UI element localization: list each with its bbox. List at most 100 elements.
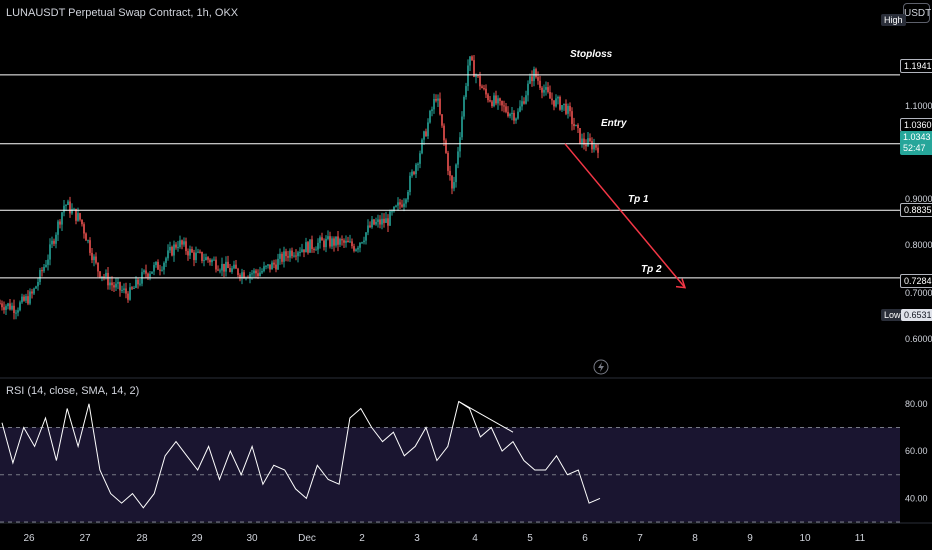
candle-body xyxy=(183,241,185,245)
candle-body xyxy=(257,273,259,277)
candle-body xyxy=(207,257,209,260)
candle-body xyxy=(433,98,435,110)
candle-body xyxy=(169,246,171,251)
candle-body xyxy=(469,56,471,66)
candle-body xyxy=(235,264,237,269)
price-tick: 0.6000 xyxy=(905,334,932,344)
candle-body xyxy=(213,259,215,261)
candle-body xyxy=(157,261,159,270)
candle-body xyxy=(287,256,289,258)
candle-body xyxy=(471,56,473,61)
candle-body xyxy=(25,296,27,301)
candle-body xyxy=(243,272,245,279)
candle-body xyxy=(123,288,125,290)
candle-body xyxy=(493,95,495,107)
candle-body xyxy=(497,98,499,104)
candle-body xyxy=(567,105,569,114)
candle-body xyxy=(311,239,313,249)
candle-body xyxy=(587,138,589,147)
candle-body xyxy=(441,114,443,126)
time-axis-label: 9 xyxy=(747,533,753,544)
candle-body xyxy=(559,96,561,110)
candle-body xyxy=(579,128,581,144)
candle-body xyxy=(383,218,385,223)
candle-body xyxy=(459,137,461,152)
candle-body xyxy=(345,240,347,243)
candle-body xyxy=(479,75,481,87)
candle-body xyxy=(543,89,545,93)
candle-body xyxy=(329,236,331,247)
candle-body xyxy=(575,124,577,127)
candle-body xyxy=(453,182,455,189)
tp1-price-label: 0.8835 xyxy=(900,203,932,217)
candle-body xyxy=(63,205,65,213)
candle-body xyxy=(85,233,87,241)
candle-body xyxy=(7,303,9,307)
currency-button[interactable]: USDT xyxy=(903,3,931,23)
candle-body xyxy=(217,269,219,271)
candle-body xyxy=(489,100,491,102)
candle-body xyxy=(349,241,351,243)
candle-body xyxy=(95,256,97,263)
candle-body xyxy=(511,112,513,114)
candle-body xyxy=(237,268,239,275)
candle-body xyxy=(589,138,591,142)
lightning-icon xyxy=(593,359,609,375)
time-axis-label: 4 xyxy=(472,533,478,544)
candle-body xyxy=(503,105,505,107)
candle-body xyxy=(585,144,587,147)
candle-body xyxy=(467,65,469,87)
candle-body xyxy=(227,261,229,269)
candle-body xyxy=(537,77,539,81)
time-axis-label: 7 xyxy=(637,533,643,544)
candle-body xyxy=(315,249,317,251)
candle-body xyxy=(105,272,107,277)
candle-body xyxy=(509,113,511,117)
candle-body xyxy=(93,256,95,261)
candle-body xyxy=(377,219,379,222)
candle-body xyxy=(347,240,349,243)
candle-body xyxy=(233,264,235,269)
candle-body xyxy=(343,240,345,243)
candle-body xyxy=(9,303,11,310)
candle-body xyxy=(419,153,421,164)
candle-body xyxy=(149,273,151,277)
candle-body xyxy=(303,249,305,253)
candle-body xyxy=(355,249,357,251)
candle-body xyxy=(81,219,83,225)
candle-body xyxy=(53,240,55,244)
candle-body xyxy=(71,208,73,214)
price-tick: 0.8000 xyxy=(905,240,932,250)
time-axis-label: 27 xyxy=(79,533,91,544)
candle-body xyxy=(307,242,309,253)
candle-body xyxy=(405,199,407,204)
entry-label: Entry xyxy=(601,118,627,129)
candle-body xyxy=(495,95,497,104)
price-tick: 1.1000 xyxy=(905,101,932,111)
candle-body xyxy=(115,283,117,288)
candle-body xyxy=(443,125,445,141)
candle-body xyxy=(209,259,211,263)
candle-body xyxy=(499,98,501,101)
candle-body xyxy=(241,272,243,278)
candle-body xyxy=(137,279,139,285)
candle-body xyxy=(445,140,447,153)
time-axis-label: 8 xyxy=(692,533,698,544)
candle-body xyxy=(205,257,207,261)
candle-body xyxy=(539,80,541,88)
candle-body xyxy=(1,303,3,308)
candle-body xyxy=(321,237,323,241)
target-arrow-line xyxy=(564,143,686,289)
candle-body xyxy=(3,307,5,310)
rsi-indicator-title: RSI (14, close, SMA, 14, 2) xyxy=(6,385,140,397)
candle-body xyxy=(91,252,93,261)
candle-body xyxy=(305,242,307,253)
candle-body xyxy=(505,106,507,112)
candle-body xyxy=(253,270,255,274)
candle-body xyxy=(13,305,15,313)
candle-body xyxy=(327,236,329,239)
candle-body xyxy=(413,171,415,175)
candle-body xyxy=(267,264,269,266)
candle-body xyxy=(581,138,583,144)
